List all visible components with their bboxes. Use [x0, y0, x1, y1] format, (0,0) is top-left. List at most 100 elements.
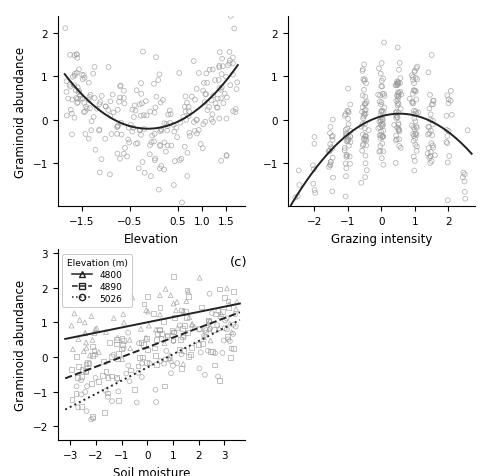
Point [412, 89, 420, 96]
Point [62, 78, 70, 86]
Point [200, 334, 208, 341]
Point [152, 326, 160, 334]
Point [184, 113, 192, 120]
Point [166, 120, 174, 128]
Point [443, 140, 451, 148]
Point [202, 329, 210, 337]
Point [62, 25, 70, 33]
Point [326, 161, 334, 169]
Point [183, 314, 191, 322]
Point [378, 155, 386, 163]
Point [120, 345, 128, 353]
Point [310, 134, 318, 141]
Point [217, 95, 225, 103]
Point [379, 149, 387, 156]
Point [358, 68, 366, 76]
Point [224, 62, 232, 70]
Point [142, 307, 150, 314]
Point [93, 325, 101, 332]
Point [427, 149, 435, 157]
Point [72, 390, 80, 397]
Point [120, 150, 128, 158]
Point [362, 134, 370, 141]
Point [160, 167, 168, 174]
Point [358, 92, 366, 100]
Point [118, 131, 126, 139]
Point [410, 87, 418, 95]
Point [428, 132, 436, 140]
Point [376, 119, 384, 126]
Point [213, 104, 221, 112]
Point [115, 99, 123, 106]
Point [232, 323, 239, 331]
Point [83, 106, 91, 113]
Point [68, 131, 76, 139]
Point [326, 159, 334, 167]
Point [461, 171, 469, 178]
Point [89, 413, 97, 420]
Point [461, 188, 469, 196]
Point [75, 88, 83, 96]
Point [377, 109, 385, 117]
Point [392, 82, 400, 89]
Point [211, 77, 219, 85]
Point [132, 399, 140, 407]
Point [328, 133, 336, 140]
Point [361, 120, 369, 128]
Point [88, 352, 96, 360]
Point [426, 153, 434, 161]
Point [90, 95, 98, 103]
Point [396, 106, 404, 113]
Point [394, 91, 402, 99]
Point [126, 367, 134, 374]
Point [166, 292, 174, 299]
Point [173, 298, 181, 306]
Point [78, 391, 86, 398]
Point [73, 51, 81, 59]
Point [394, 82, 402, 90]
Point [358, 109, 366, 117]
Point [130, 125, 138, 132]
Point [196, 349, 204, 357]
Point [217, 158, 225, 165]
Point [342, 165, 350, 173]
Point [95, 377, 103, 385]
Point [170, 337, 177, 345]
Point [113, 131, 121, 139]
Point [226, 337, 234, 345]
Point [226, 354, 234, 361]
Point [112, 340, 120, 348]
Point [148, 132, 156, 140]
Point [460, 178, 468, 186]
Point [209, 119, 217, 127]
Point [160, 120, 168, 128]
Point [118, 346, 126, 353]
Point [359, 115, 367, 123]
Point [294, 193, 302, 200]
Point [360, 108, 368, 115]
Point [358, 124, 366, 131]
Point [170, 314, 178, 321]
Point [376, 148, 384, 155]
Point [425, 124, 433, 132]
Point [346, 101, 354, 109]
Point [176, 157, 184, 165]
Point [117, 119, 125, 127]
Point [310, 166, 318, 174]
Point [168, 142, 175, 150]
Point [392, 112, 400, 120]
Point [66, 52, 74, 60]
Point [106, 171, 114, 179]
Point [393, 114, 401, 122]
Point [409, 91, 417, 99]
Point [198, 145, 206, 153]
Point [376, 143, 384, 150]
Point [343, 125, 351, 133]
Point [343, 152, 351, 160]
Point [86, 105, 94, 113]
Point [95, 128, 103, 135]
Point [360, 110, 368, 118]
Point [96, 169, 104, 177]
Point [344, 86, 352, 93]
Point [121, 145, 129, 152]
